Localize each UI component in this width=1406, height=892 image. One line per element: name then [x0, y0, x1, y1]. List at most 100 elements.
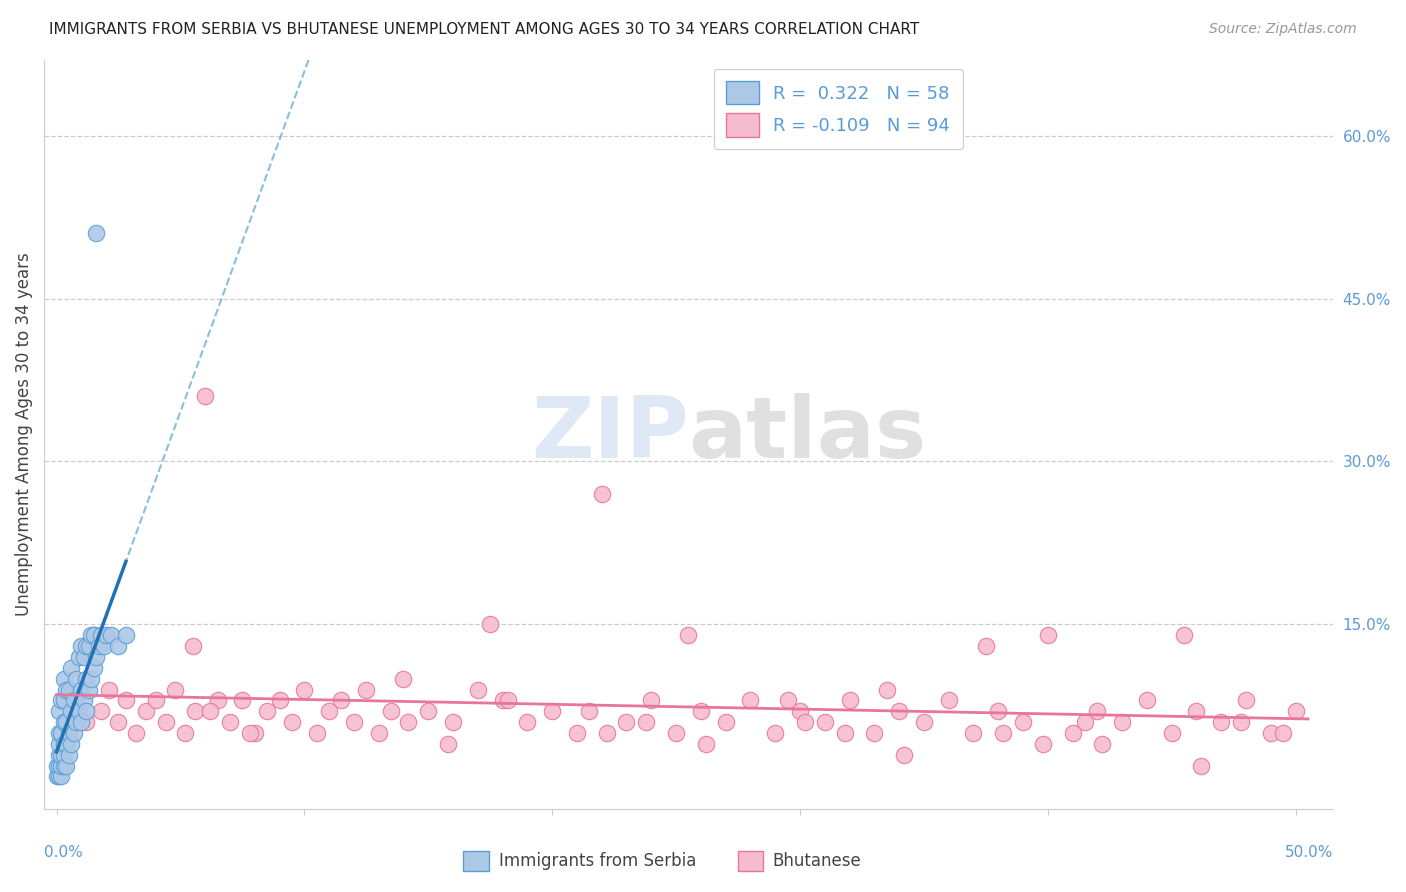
Point	[55, 737, 77, 751]
Point	[714, 715, 737, 730]
Point	[83, 661, 105, 675]
Point	[75, 704, 97, 718]
Point	[814, 715, 837, 730]
Point	[48, 737, 70, 751]
Point	[1111, 715, 1133, 730]
Text: IMMIGRANTS FROM SERBIA VS BHUTANESE UNEMPLOYMENT AMONG AGES 30 TO 34 YEARS CORRE: IMMIGRANTS FROM SERBIA VS BHUTANESE UNEM…	[49, 22, 920, 37]
Point	[292, 682, 315, 697]
Point	[1191, 758, 1213, 772]
Point	[1012, 715, 1035, 730]
Point	[48, 704, 70, 718]
Point	[1160, 726, 1182, 740]
Point	[55, 682, 77, 697]
Point	[467, 682, 489, 697]
Point	[763, 726, 786, 740]
Point	[70, 715, 93, 730]
Point	[834, 726, 856, 740]
Point	[1260, 726, 1282, 740]
Point	[793, 715, 815, 730]
Point	[231, 693, 253, 707]
Point	[115, 693, 138, 707]
Point	[125, 726, 148, 740]
Point	[51, 693, 73, 707]
Point	[962, 726, 984, 740]
Point	[198, 704, 221, 718]
Point	[330, 693, 353, 707]
Point	[80, 628, 103, 642]
Point	[52, 747, 75, 762]
Point	[987, 704, 1010, 718]
Point	[48, 726, 70, 740]
Point	[184, 704, 207, 718]
Point	[51, 747, 73, 762]
Point	[1185, 704, 1208, 718]
Point	[876, 682, 898, 697]
Point	[48, 747, 70, 762]
Point	[83, 628, 105, 642]
Point	[48, 758, 70, 772]
Point	[863, 726, 886, 740]
Point	[80, 672, 103, 686]
Point	[1062, 726, 1084, 740]
Point	[58, 682, 80, 697]
Point	[591, 487, 613, 501]
Point	[52, 672, 75, 686]
Point	[616, 715, 638, 730]
Point	[838, 693, 860, 707]
Point	[1272, 726, 1295, 740]
Point	[640, 693, 662, 707]
Point	[437, 737, 460, 751]
Point	[45, 758, 67, 772]
Point	[97, 682, 120, 697]
Point	[776, 693, 799, 707]
Point	[194, 389, 217, 403]
Point	[174, 726, 197, 740]
Point	[516, 715, 538, 730]
Point	[58, 726, 80, 740]
Point	[58, 726, 80, 740]
Point	[51, 769, 73, 783]
Point	[1091, 737, 1114, 751]
Point	[52, 737, 75, 751]
Point	[239, 726, 262, 740]
Point	[887, 704, 910, 718]
Point	[58, 747, 80, 762]
Point	[83, 628, 105, 642]
Point	[73, 693, 96, 707]
Point	[145, 693, 167, 707]
Point	[367, 726, 389, 740]
Point	[665, 726, 688, 740]
Point	[115, 628, 138, 642]
Point	[343, 715, 366, 730]
Point	[256, 704, 278, 718]
Point	[541, 704, 564, 718]
Point	[1074, 715, 1097, 730]
Point	[269, 693, 291, 707]
Point	[912, 715, 935, 730]
Point	[636, 715, 658, 730]
Point	[65, 715, 87, 730]
Point	[496, 693, 519, 707]
Point	[1085, 704, 1108, 718]
Point	[75, 639, 97, 653]
Text: Bhutanese: Bhutanese	[773, 852, 862, 870]
Point	[77, 639, 100, 653]
Text: 0.0%: 0.0%	[44, 845, 83, 860]
Point	[45, 769, 67, 783]
Point	[75, 672, 97, 686]
Point	[1234, 693, 1257, 707]
Text: ZIP: ZIP	[530, 392, 689, 475]
Point	[94, 628, 117, 642]
Point	[479, 617, 502, 632]
Point	[974, 639, 997, 653]
Point	[60, 704, 83, 718]
Point	[938, 693, 960, 707]
Point	[695, 737, 717, 751]
Point	[1211, 715, 1233, 730]
Text: Source: ZipAtlas.com: Source: ZipAtlas.com	[1209, 22, 1357, 37]
Point	[52, 693, 75, 707]
Point	[90, 628, 112, 642]
Point	[155, 715, 177, 730]
Text: 50.0%: 50.0%	[1285, 845, 1333, 860]
Point	[165, 682, 187, 697]
